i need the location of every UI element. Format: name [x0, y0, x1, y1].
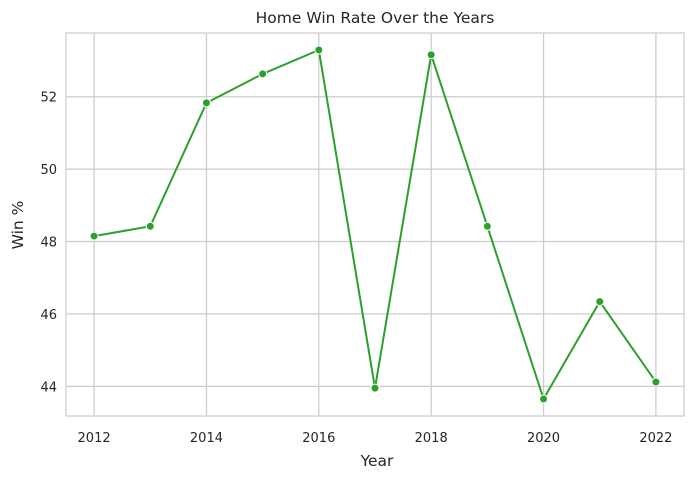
- x-tick-labels: 2012 2014 2016 2018 2020 2022: [78, 431, 673, 446]
- x-tick-label: 2020: [527, 431, 560, 446]
- x-tick-label: 2012: [78, 431, 111, 446]
- y-tick-label: 50: [40, 163, 57, 178]
- y-tick-label: 46: [40, 308, 57, 323]
- data-point: [314, 45, 324, 55]
- plot-frame: [65, 32, 685, 417]
- data-point: [89, 231, 99, 241]
- y-tick-label: 52: [40, 91, 57, 106]
- x-tick-label: 2014: [190, 431, 223, 446]
- y-tick-label: 44: [40, 380, 57, 395]
- data-point: [145, 221, 155, 231]
- y-tick-label: 48: [40, 236, 57, 251]
- data-point: [651, 377, 661, 387]
- data-point: [201, 98, 211, 108]
- x-tick-label: 2022: [639, 431, 672, 446]
- x-axis-label: Year: [360, 452, 394, 470]
- data-point: [539, 394, 549, 404]
- y-tick-labels: 44 46 48 50 52: [40, 91, 57, 396]
- series-line: [93, 49, 657, 400]
- data-point: [426, 50, 436, 60]
- data-point: [482, 221, 492, 231]
- x-tick-label: 2016: [302, 431, 335, 446]
- data-point: [370, 383, 380, 393]
- chart-title: Home Win Rate Over the Years: [256, 9, 495, 27]
- grid-lines: [66, 33, 684, 416]
- x-tick-label: 2018: [415, 431, 448, 446]
- data-point: [258, 69, 268, 79]
- y-axis-label: Win %: [9, 201, 27, 250]
- data-point: [595, 297, 605, 307]
- series-group: [89, 45, 661, 404]
